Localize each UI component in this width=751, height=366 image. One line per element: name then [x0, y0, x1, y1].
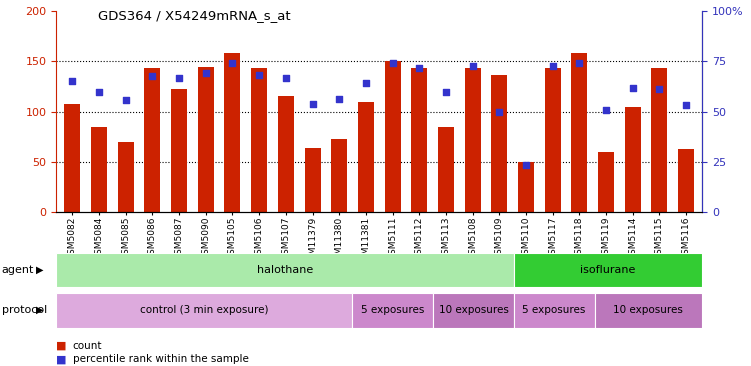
Point — [227, 60, 239, 66]
Bar — [598, 152, 614, 212]
Point — [93, 89, 105, 94]
Bar — [358, 101, 374, 212]
Text: 5 exposures: 5 exposures — [361, 305, 424, 315]
Bar — [56, 293, 352, 328]
Point — [413, 66, 425, 71]
Bar — [544, 68, 561, 212]
Text: protocol: protocol — [2, 305, 47, 315]
Bar — [651, 68, 668, 212]
Text: GDS364 / X54249mRNA_s_at: GDS364 / X54249mRNA_s_at — [98, 9, 290, 22]
Point — [146, 74, 158, 79]
Text: ▶: ▶ — [36, 265, 44, 275]
Bar — [678, 149, 694, 212]
Bar — [433, 293, 514, 328]
Point — [547, 63, 559, 69]
Bar — [385, 61, 400, 212]
Point — [253, 72, 265, 78]
Bar — [118, 142, 134, 212]
Bar — [304, 148, 321, 212]
Point — [574, 60, 586, 66]
Point — [493, 109, 505, 115]
Bar — [331, 139, 347, 212]
Point — [360, 81, 372, 86]
Bar — [514, 293, 595, 328]
Text: halothane: halothane — [257, 265, 313, 275]
Point — [520, 162, 532, 168]
Text: 10 exposures: 10 exposures — [439, 305, 508, 315]
Text: ■: ■ — [56, 354, 67, 365]
Bar — [518, 162, 534, 212]
Text: 5 exposures: 5 exposures — [523, 305, 586, 315]
Text: percentile rank within the sample: percentile rank within the sample — [73, 354, 249, 365]
Text: ■: ■ — [56, 341, 67, 351]
Point — [173, 75, 185, 81]
Point — [66, 79, 78, 85]
Bar — [65, 104, 80, 212]
Bar — [198, 67, 214, 212]
Point — [333, 96, 345, 101]
Bar — [144, 68, 161, 212]
Bar — [251, 68, 267, 212]
Bar — [625, 107, 641, 212]
Bar — [278, 96, 294, 212]
Bar — [91, 127, 107, 212]
Text: control (3 min exposure): control (3 min exposure) — [140, 305, 269, 315]
Bar — [56, 253, 514, 287]
Bar — [352, 293, 433, 328]
Bar — [412, 68, 427, 212]
Text: ▶: ▶ — [36, 305, 44, 315]
Point — [466, 63, 478, 69]
Bar — [514, 253, 702, 287]
Point — [680, 102, 692, 108]
Point — [387, 60, 399, 66]
Text: 10 exposures: 10 exposures — [614, 305, 683, 315]
Point — [627, 86, 639, 92]
Point — [200, 71, 212, 76]
Text: count: count — [73, 341, 102, 351]
Text: agent: agent — [2, 265, 34, 275]
Bar — [171, 90, 187, 212]
Point — [306, 101, 318, 107]
Point — [119, 97, 131, 102]
Point — [440, 89, 452, 94]
Text: isoflurane: isoflurane — [581, 265, 635, 275]
Bar — [491, 75, 508, 212]
Bar — [595, 293, 702, 328]
Point — [653, 87, 665, 93]
Point — [600, 107, 612, 113]
Bar — [465, 68, 481, 212]
Point — [280, 75, 292, 81]
Bar — [572, 53, 587, 212]
Bar — [225, 53, 240, 212]
Bar — [438, 127, 454, 212]
